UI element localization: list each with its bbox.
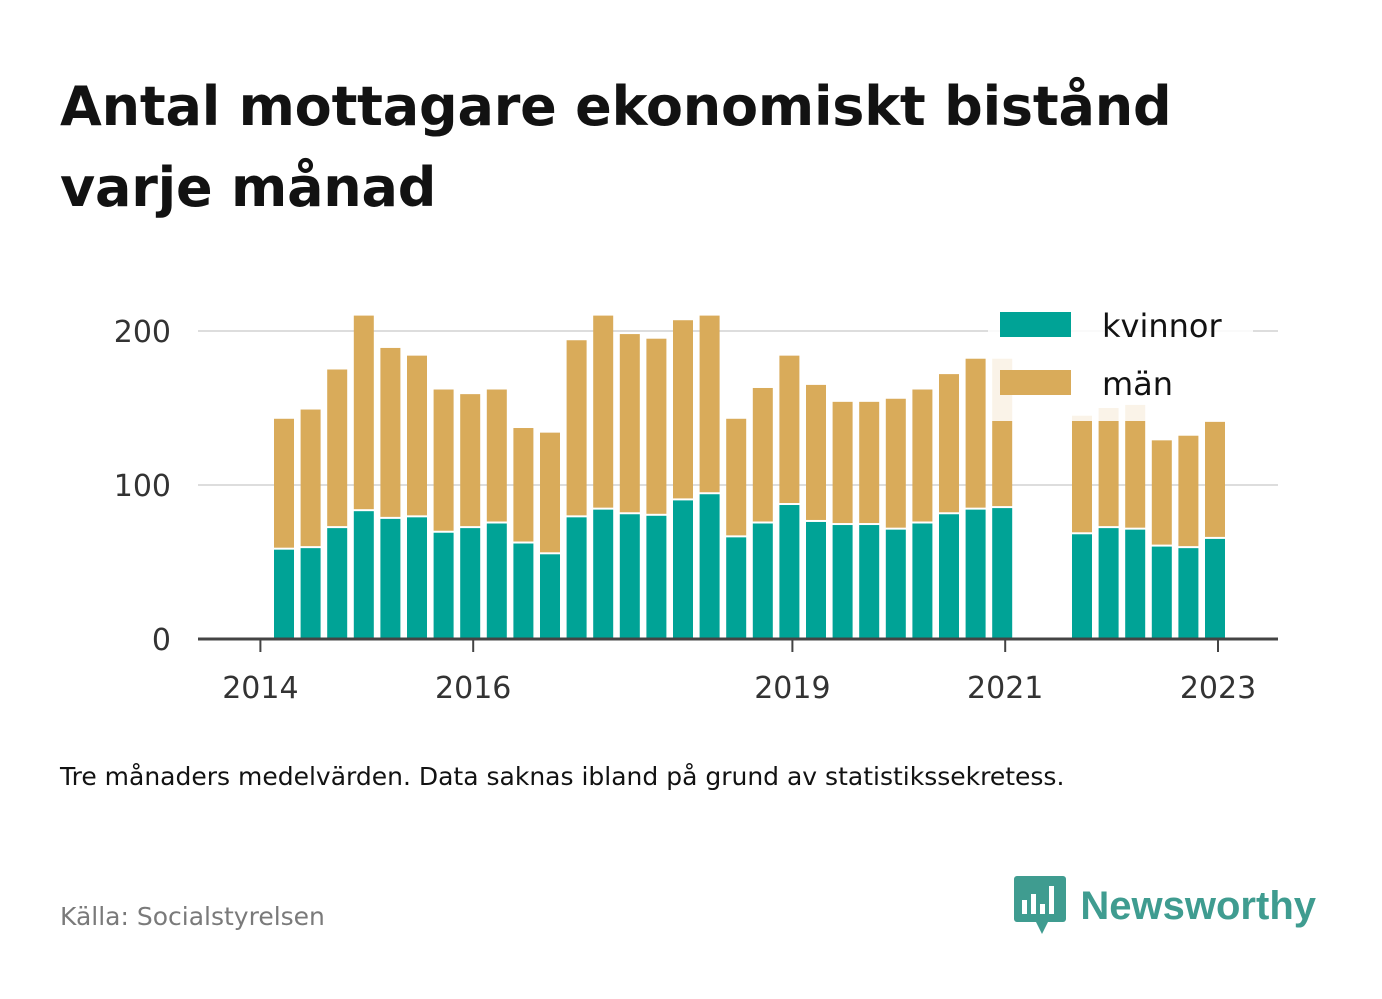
bar-kvinnor[interactable]: [699, 494, 720, 639]
x-tick-label: 2021: [967, 671, 1043, 706]
bar-man[interactable]: [832, 401, 853, 524]
bar-kvinnor[interactable]: [274, 549, 294, 639]
legend-swatch-man: [1000, 370, 1071, 395]
bar-kvinnor[interactable]: [593, 509, 614, 639]
legend-label-kvinnor: kvinnor: [1102, 307, 1223, 345]
legend: kvinnor män: [988, 296, 1253, 421]
chart-title: Antal mottagare ekonomiskt bistånd varje…: [60, 75, 1172, 219]
bar-kvinnor[interactable]: [965, 509, 986, 639]
bar-man[interactable]: [433, 389, 454, 531]
bar-man[interactable]: [752, 387, 773, 522]
bar-man[interactable]: [353, 315, 374, 510]
bar-kvinnor[interactable]: [673, 500, 693, 639]
bars: [274, 315, 1225, 640]
bar-man[interactable]: [274, 418, 294, 548]
bar-kvinnor[interactable]: [832, 525, 853, 639]
bar-kvinnor[interactable]: [513, 543, 534, 639]
bar-kvinnor[interactable]: [1205, 538, 1225, 639]
bar-kvinnor[interactable]: [486, 523, 507, 640]
bar-kvinnor[interactable]: [1178, 548, 1199, 639]
bar-kvinnor[interactable]: [433, 532, 454, 639]
legend-swatch-kvinnor: [1000, 312, 1071, 337]
bar-kvinnor[interactable]: [566, 517, 587, 639]
bar-kvinnor[interactable]: [752, 523, 773, 640]
bar-kvinnor[interactable]: [1151, 546, 1172, 639]
bar-kvinnor[interactable]: [380, 518, 401, 639]
bar-kvinnor[interactable]: [726, 537, 747, 639]
bar-man[interactable]: [300, 409, 321, 547]
bar-kvinnor[interactable]: [939, 514, 959, 639]
source-credit: Källa: Socialstyrelsen: [60, 902, 325, 931]
stacked-bar-chart: 0 100 200 2014 2016 2019 2021 2023 kvinnor män: [113, 296, 1278, 706]
bar-man[interactable]: [1178, 435, 1199, 547]
bar-man[interactable]: [885, 398, 906, 528]
bar-man[interactable]: [726, 418, 747, 536]
bar-kvinnor[interactable]: [407, 517, 427, 639]
bar-kvinnor[interactable]: [619, 514, 640, 639]
y-tick-label: 0: [152, 623, 171, 658]
bar-man[interactable]: [939, 374, 959, 513]
x-tick-label: 2019: [754, 671, 830, 706]
bar-man[interactable]: [1072, 415, 1092, 533]
bar-kvinnor[interactable]: [460, 528, 481, 639]
bar-kvinnor[interactable]: [1072, 534, 1092, 639]
bar-man[interactable]: [859, 401, 880, 524]
bar-man[interactable]: [779, 355, 800, 504]
bar-man[interactable]: [380, 347, 401, 517]
bar-kvinnor[interactable]: [779, 505, 800, 639]
bar-kvinnor[interactable]: [806, 521, 826, 639]
brand-name: Newsworthy: [1080, 883, 1316, 928]
bar-kvinnor[interactable]: [300, 548, 321, 639]
bar-man[interactable]: [1125, 404, 1146, 528]
legend-label-man: män: [1102, 365, 1173, 403]
bar-kvinnor[interactable]: [353, 511, 374, 639]
bar-kvinnor[interactable]: [885, 529, 906, 639]
bar-kvinnor[interactable]: [859, 525, 880, 639]
bar-man[interactable]: [513, 428, 534, 542]
x-tick-label: 2016: [435, 671, 511, 706]
newsworthy-logo[interactable]: Newsworthy: [1014, 876, 1316, 936]
bar-man[interactable]: [965, 358, 986, 508]
bar-kvinnor[interactable]: [646, 515, 667, 639]
bar-man[interactable]: [1205, 421, 1225, 537]
bar-kvinnor[interactable]: [540, 554, 560, 639]
bar-man[interactable]: [460, 394, 481, 527]
bar-man[interactable]: [912, 389, 933, 522]
bar-man[interactable]: [593, 315, 614, 508]
bar-kvinnor[interactable]: [327, 528, 348, 639]
bar-man[interactable]: [1151, 440, 1172, 545]
bar-kvinnor[interactable]: [1098, 528, 1119, 639]
bar-man[interactable]: [486, 389, 507, 522]
axes: 0 100 200 2014 2016 2019 2021 2023: [114, 315, 1278, 706]
bar-man[interactable]: [806, 384, 826, 520]
bar-kvinnor[interactable]: [1125, 529, 1146, 639]
y-tick-label: 100: [114, 469, 171, 504]
y-tick-label: 200: [114, 315, 171, 350]
chart-note: Tre månaders medelvärden. Data saknas ib…: [60, 762, 1065, 791]
bar-man[interactable]: [407, 355, 427, 516]
bar-man[interactable]: [646, 338, 667, 514]
newsworthy-chart-bubble-icon: [1014, 876, 1067, 934]
bar-man[interactable]: [699, 315, 720, 493]
x-tick-label: 2023: [1180, 671, 1256, 706]
bar-man[interactable]: [540, 432, 560, 553]
bar-man[interactable]: [1098, 408, 1119, 527]
bar-man[interactable]: [673, 320, 693, 499]
bar-man[interactable]: [327, 369, 348, 527]
x-tick-label: 2014: [222, 671, 298, 706]
bar-man[interactable]: [566, 340, 587, 516]
bar-man[interactable]: [619, 334, 640, 513]
bar-kvinnor[interactable]: [912, 523, 933, 640]
bar-kvinnor[interactable]: [992, 508, 1013, 639]
